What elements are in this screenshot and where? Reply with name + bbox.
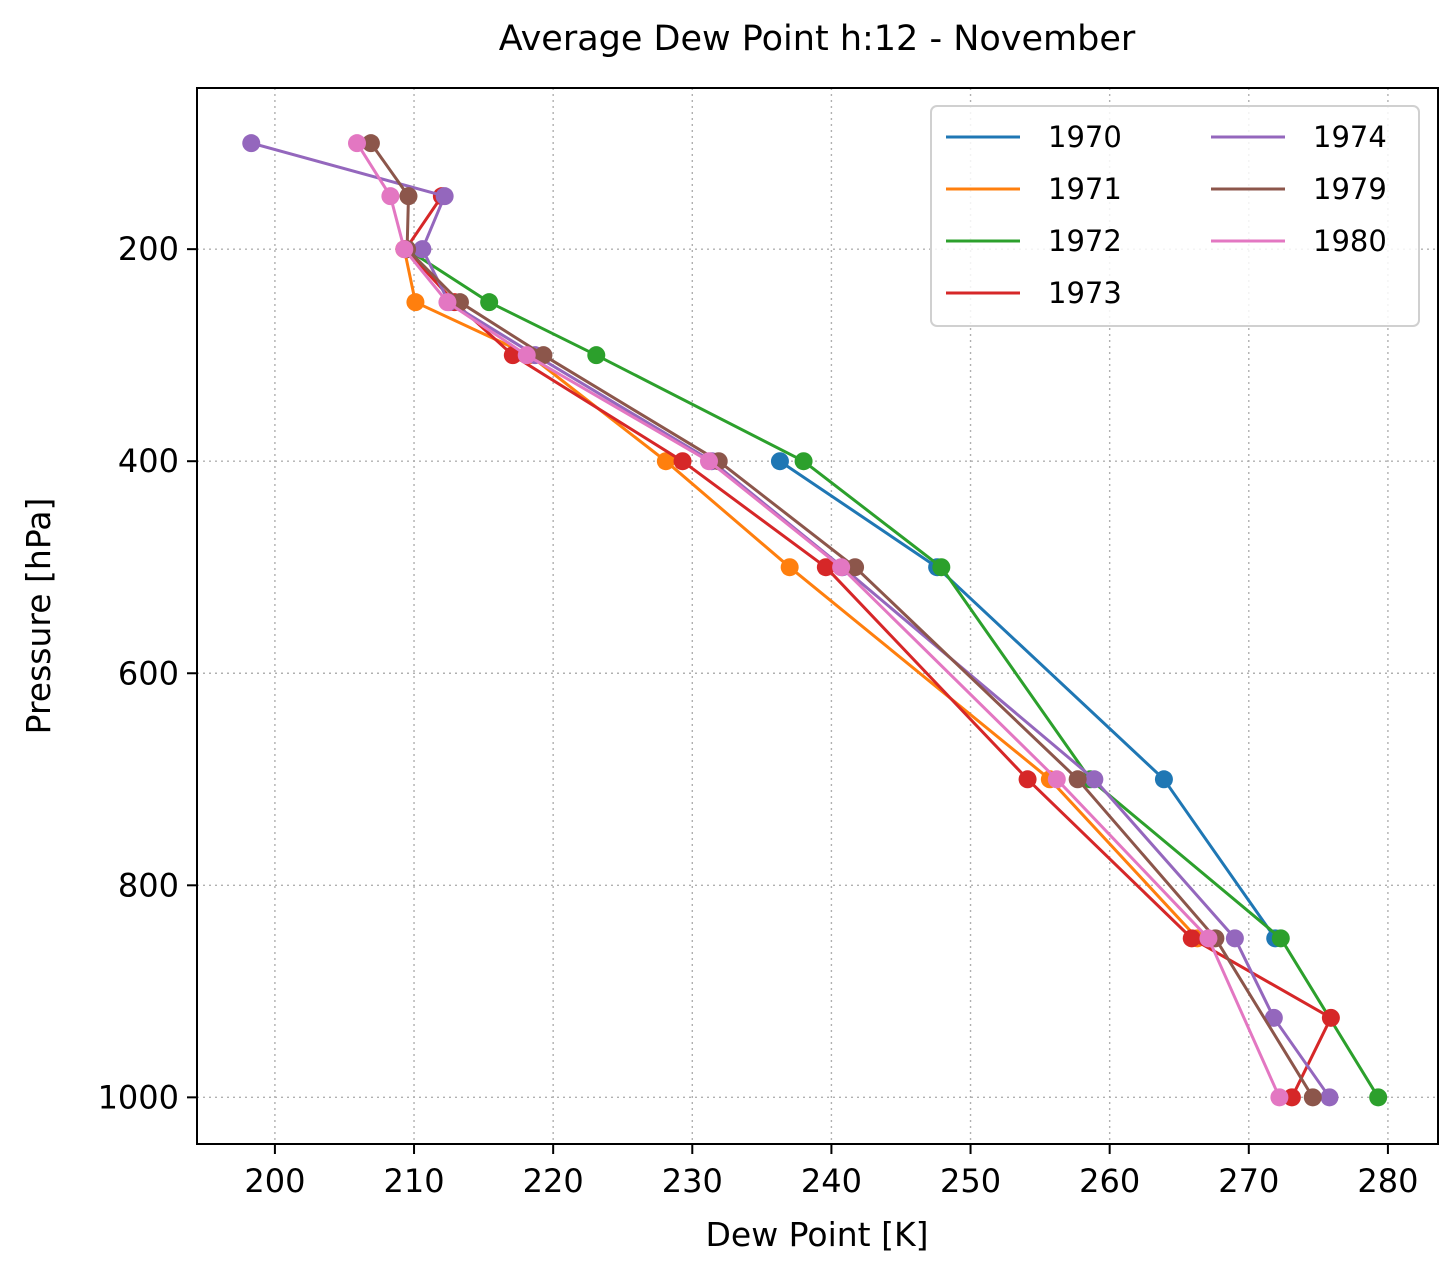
series-1970 (770, 452, 1285, 948)
legend-label-1973: 1973 (1048, 276, 1122, 310)
data-point-1980 (347, 134, 366, 153)
data-point-1972 (587, 346, 606, 365)
data-point-1974 (1320, 1088, 1339, 1107)
legend-label-1979: 1979 (1313, 172, 1387, 206)
series-1980 (347, 134, 1289, 1107)
data-point-1980 (699, 452, 718, 471)
x-tick-label: 220 (523, 1162, 584, 1200)
data-point-1973 (816, 558, 835, 577)
x-tick-label: 280 (1357, 1162, 1418, 1200)
data-point-1970 (1154, 770, 1173, 789)
y-tick-label: 600 (118, 654, 179, 692)
data-point-1972 (1369, 1088, 1388, 1107)
data-point-1974 (413, 240, 432, 259)
series-line-1973 (404, 195, 1333, 1098)
legend: 1970 1971 1972 1973 1974 1979 1980 (930, 105, 1420, 327)
series-line-1979 (369, 142, 1315, 1099)
data-point-1973 (1321, 1008, 1340, 1027)
data-point-1971 (656, 452, 675, 471)
x-tick-label: 250 (940, 1162, 1001, 1200)
data-point-1979 (534, 346, 553, 365)
x-tick-label: 260 (1079, 1162, 1140, 1200)
x-tick-label: 270 (1218, 1162, 1279, 1200)
chart-title: Average Dew Point h:12 - November (499, 19, 1136, 59)
data-point-1973 (673, 452, 692, 471)
y-axis-title: Pressure [hPa] (19, 498, 58, 735)
legend-box (930, 105, 1420, 327)
data-point-1973 (1018, 770, 1037, 789)
legend-label-1980: 1980 (1313, 224, 1387, 258)
legend-label-1972: 1972 (1048, 224, 1122, 258)
data-point-1974 (1085, 770, 1104, 789)
series-layer (242, 134, 1388, 1107)
x-axis-title: Dew Point [K] (705, 1215, 928, 1254)
data-point-1972 (1271, 929, 1290, 948)
series-line-1970 (779, 459, 1277, 940)
legend-label-1971: 1971 (1048, 172, 1122, 206)
y-axis: 200 400 600 800 1000 (98, 230, 197, 1116)
x-axis: 200 210 220 230 240 250 260 270 280 (244, 1144, 1418, 1200)
data-point-1972 (932, 558, 951, 577)
data-point-1973 (1182, 929, 1201, 948)
data-point-1979 (399, 187, 418, 206)
y-tick-label: 200 (118, 230, 179, 268)
data-point-1980 (395, 240, 414, 259)
data-point-1980 (1199, 929, 1218, 948)
data-point-1974 (1225, 929, 1244, 948)
data-point-1980 (1270, 1088, 1289, 1107)
y-tick-label: 800 (118, 866, 179, 904)
series-line-1980 (355, 142, 1281, 1098)
y-tick-label: 400 (118, 442, 179, 480)
x-tick-label: 210 (383, 1162, 444, 1200)
x-tick-label: 230 (662, 1162, 723, 1200)
data-point-1972 (480, 293, 499, 312)
legend-label-1970: 1970 (1048, 120, 1122, 154)
data-point-1979 (361, 134, 380, 153)
y-tick-label: 1000 (98, 1078, 179, 1116)
data-point-1973 (1282, 1088, 1301, 1107)
data-point-1979 (1068, 770, 1087, 789)
data-point-1974 (435, 187, 454, 206)
data-point-1971 (780, 558, 799, 577)
plot-area (196, 87, 1439, 1145)
data-point-1980 (832, 558, 851, 577)
legend-label-1974: 1974 (1313, 120, 1387, 154)
x-tick-label: 200 (244, 1162, 305, 1200)
series-line-1972 (406, 247, 1380, 1099)
data-point-1979 (1303, 1088, 1322, 1107)
data-point-1980 (438, 293, 457, 312)
data-point-1970 (770, 452, 789, 471)
data-point-1974 (1264, 1008, 1283, 1027)
data-point-1971 (406, 293, 425, 312)
data-point-1980 (1047, 770, 1066, 789)
data-point-1979 (846, 558, 865, 577)
series-1971 (395, 240, 1207, 948)
data-point-1974 (242, 134, 261, 153)
data-point-1980 (517, 346, 536, 365)
x-tick-label: 240 (801, 1162, 862, 1200)
data-point-1972 (794, 452, 813, 471)
data-point-1980 (381, 187, 400, 206)
